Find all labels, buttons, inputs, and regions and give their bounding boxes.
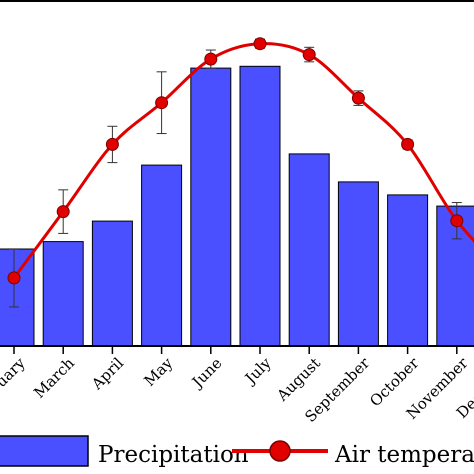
bar-september xyxy=(337,181,379,347)
plot-frame xyxy=(0,0,474,347)
legend: Precipitation Air temperature xyxy=(0,435,474,468)
bar-may xyxy=(141,164,183,347)
legend-label-air-temperature: Air temperature xyxy=(334,442,474,468)
bar-october xyxy=(387,194,429,347)
air-temperature-point-june xyxy=(204,52,218,66)
air-temperature-point-march xyxy=(56,205,70,219)
x-tick-label-may: May xyxy=(140,354,176,390)
air-temperature-point-august xyxy=(302,48,316,62)
air-temperature-point-september xyxy=(351,91,365,105)
bar-march xyxy=(42,241,84,347)
air-temperature-point-november xyxy=(450,214,464,228)
legend-swatch-precipitation xyxy=(0,435,89,467)
bar-february xyxy=(0,248,35,347)
bar-series-precipitation xyxy=(0,65,474,347)
air-temperature-point-april xyxy=(105,137,119,151)
x-tick-label-april: April xyxy=(87,354,127,394)
x-tick-label-june: June xyxy=(187,354,225,392)
x-tick-label-february: February xyxy=(0,354,29,416)
legend-label-precipitation: Precipitation xyxy=(98,442,249,468)
line-series-air-temperature xyxy=(7,37,474,285)
air-temperature-point-may xyxy=(155,96,169,110)
air-temperature-point-october xyxy=(401,137,415,151)
x-tick-label-march: March xyxy=(30,354,78,402)
air-temperature-point-february xyxy=(7,271,21,285)
bar-june xyxy=(190,67,232,347)
bar-july xyxy=(239,65,281,347)
bar-august xyxy=(288,153,330,347)
x-axis-tick-labels: February March April May June JulyAugustSepte… xyxy=(0,353,474,425)
bar-april xyxy=(91,220,133,347)
bar-november xyxy=(436,205,474,347)
legend-swatch-air-temperature-marker xyxy=(269,440,291,462)
x-tick-label-july: July xyxy=(240,354,275,389)
x-axis-ticks xyxy=(13,346,458,354)
air-temperature-point-july xyxy=(253,37,267,51)
